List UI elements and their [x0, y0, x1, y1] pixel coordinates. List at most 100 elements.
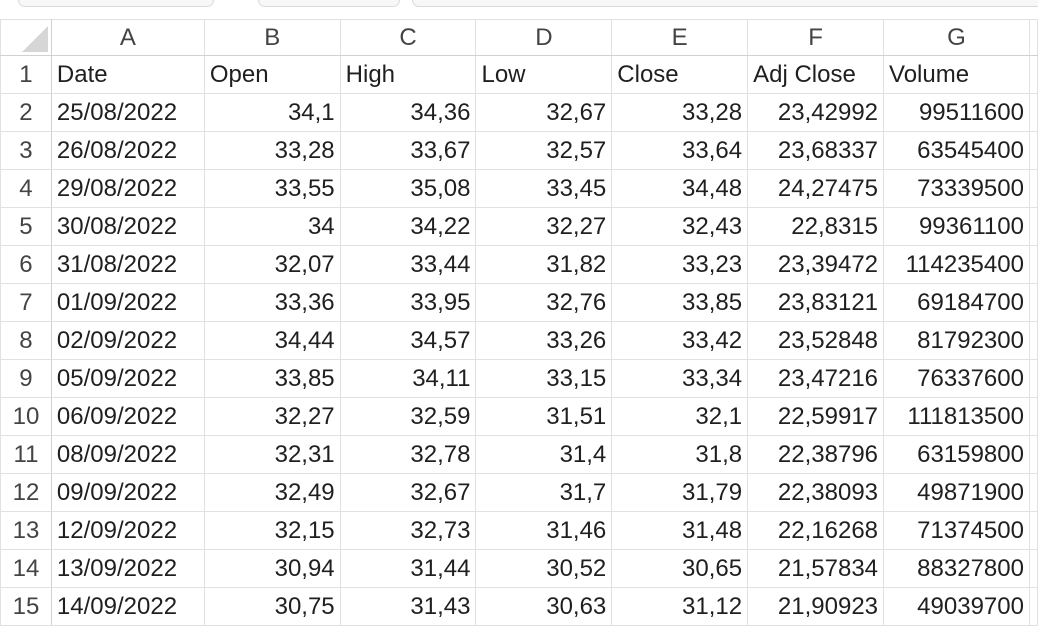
cell-e11[interactable]: 31,8: [611, 435, 749, 474]
cell-b8[interactable]: 34,44: [203, 321, 341, 360]
cell-h10[interactable]: [1028, 397, 1038, 436]
column-header-g[interactable]: G: [883, 19, 1030, 56]
cell-a5[interactable]: 30/08/2022: [50, 207, 205, 246]
column-header-a[interactable]: A: [50, 19, 205, 56]
cell-a9[interactable]: 05/09/2022: [50, 359, 205, 398]
cell-a4[interactable]: 29/08/2022: [50, 169, 205, 208]
cell-c2[interactable]: 34,36: [339, 93, 477, 132]
column-header-f[interactable]: F: [747, 19, 885, 56]
cell-h7[interactable]: [1028, 283, 1038, 322]
cell-h2[interactable]: [1028, 93, 1038, 132]
cell-c8[interactable]: 34,57: [339, 321, 477, 360]
name-box[interactable]: [18, 0, 214, 7]
cell-d10[interactable]: 31,51: [475, 397, 613, 436]
cell-h6[interactable]: [1028, 245, 1038, 284]
cell-b14[interactable]: 30,94: [203, 549, 341, 588]
cell-h13[interactable]: [1028, 511, 1038, 550]
cell-d13[interactable]: 31,46: [475, 511, 613, 550]
cell-a13[interactable]: 12/09/2022: [50, 511, 205, 550]
cell-f12[interactable]: 22,38093: [747, 473, 885, 512]
cell-f1[interactable]: Adj Close: [747, 55, 885, 94]
cell-f8[interactable]: 23,52848: [747, 321, 885, 360]
cell-b2[interactable]: 34,1: [203, 93, 341, 132]
cell-a6[interactable]: 31/08/2022: [50, 245, 205, 284]
cell-g6[interactable]: 114235400: [883, 245, 1030, 284]
cell-g4[interactable]: 73339500: [883, 169, 1030, 208]
cell-h11[interactable]: [1028, 435, 1038, 474]
cell-c10[interactable]: 32,59: [339, 397, 477, 436]
cell-b9[interactable]: 33,85: [203, 359, 341, 398]
column-header-h-partial[interactable]: [1028, 19, 1038, 56]
cell-f13[interactable]: 22,16268: [747, 511, 885, 550]
cell-a7[interactable]: 01/09/2022: [50, 283, 205, 322]
cell-d15[interactable]: 30,63: [475, 587, 613, 626]
cell-h3[interactable]: [1028, 131, 1038, 170]
column-header-d[interactable]: D: [475, 19, 613, 56]
cell-h9[interactable]: [1028, 359, 1038, 398]
cell-e7[interactable]: 33,85: [611, 283, 749, 322]
cell-f2[interactable]: 23,42992: [747, 93, 885, 132]
cell-f9[interactable]: 23,47216: [747, 359, 885, 398]
cell-e8[interactable]: 33,42: [611, 321, 749, 360]
cell-g14[interactable]: 88327800: [883, 549, 1030, 588]
cell-c12[interactable]: 32,67: [339, 473, 477, 512]
cell-a10[interactable]: 06/09/2022: [50, 397, 205, 436]
cell-d14[interactable]: 30,52: [475, 549, 613, 588]
cell-b11[interactable]: 32,31: [203, 435, 341, 474]
cell-b3[interactable]: 33,28: [203, 131, 341, 170]
cell-e13[interactable]: 31,48: [611, 511, 749, 550]
formula-bar[interactable]: [412, 0, 1038, 7]
cell-g7[interactable]: 69184700: [883, 283, 1030, 322]
cell-f6[interactable]: 23,39472: [747, 245, 885, 284]
cell-f4[interactable]: 24,27475: [747, 169, 885, 208]
cell-g9[interactable]: 76337600: [883, 359, 1030, 398]
cell-c1[interactable]: High: [339, 55, 477, 94]
cell-d6[interactable]: 31,82: [475, 245, 613, 284]
cell-d2[interactable]: 32,67: [475, 93, 613, 132]
cell-h5[interactable]: [1028, 207, 1038, 246]
cell-g12[interactable]: 49871900: [883, 473, 1030, 512]
row-header[interactable]: 8: [0, 321, 52, 360]
cell-c4[interactable]: 35,08: [339, 169, 477, 208]
cell-f3[interactable]: 23,68337: [747, 131, 885, 170]
row-header[interactable]: 2: [0, 93, 52, 132]
cell-f15[interactable]: 21,90923: [747, 587, 885, 626]
cell-b10[interactable]: 32,27: [203, 397, 341, 436]
row-header[interactable]: 6: [0, 245, 52, 284]
cell-a14[interactable]: 13/09/2022: [50, 549, 205, 588]
cell-a11[interactable]: 08/09/2022: [50, 435, 205, 474]
cell-d4[interactable]: 33,45: [475, 169, 613, 208]
cell-c5[interactable]: 34,22: [339, 207, 477, 246]
cell-g5[interactable]: 99361100: [883, 207, 1030, 246]
cell-c14[interactable]: 31,44: [339, 549, 477, 588]
cell-e4[interactable]: 34,48: [611, 169, 749, 208]
cell-b7[interactable]: 33,36: [203, 283, 341, 322]
column-header-c[interactable]: C: [339, 19, 477, 56]
cell-b15[interactable]: 30,75: [203, 587, 341, 626]
cell-a15[interactable]: 14/09/2022: [50, 587, 205, 626]
cell-h1[interactable]: [1028, 55, 1038, 94]
cell-g2[interactable]: 99511600: [883, 93, 1030, 132]
row-header[interactable]: 15: [0, 587, 52, 626]
cell-h8[interactable]: [1028, 321, 1038, 360]
cell-b4[interactable]: 33,55: [203, 169, 341, 208]
cell-b13[interactable]: 32,15: [203, 511, 341, 550]
cell-d9[interactable]: 33,15: [475, 359, 613, 398]
cell-a12[interactable]: 09/09/2022: [50, 473, 205, 512]
cell-c3[interactable]: 33,67: [339, 131, 477, 170]
cell-f7[interactable]: 23,83121: [747, 283, 885, 322]
cell-c15[interactable]: 31,43: [339, 587, 477, 626]
cell-a2[interactable]: 25/08/2022: [50, 93, 205, 132]
cell-c6[interactable]: 33,44: [339, 245, 477, 284]
row-header[interactable]: 3: [0, 131, 52, 170]
row-header[interactable]: 13: [0, 511, 52, 550]
row-header[interactable]: 1: [0, 55, 52, 94]
cell-g11[interactable]: 63159800: [883, 435, 1030, 474]
cell-g15[interactable]: 49039700: [883, 587, 1030, 626]
cell-f11[interactable]: 22,38796: [747, 435, 885, 474]
row-header[interactable]: 4: [0, 169, 52, 208]
select-all-corner[interactable]: [0, 19, 52, 56]
row-header[interactable]: 14: [0, 549, 52, 588]
row-header[interactable]: 11: [0, 435, 52, 474]
cell-e2[interactable]: 33,28: [611, 93, 749, 132]
